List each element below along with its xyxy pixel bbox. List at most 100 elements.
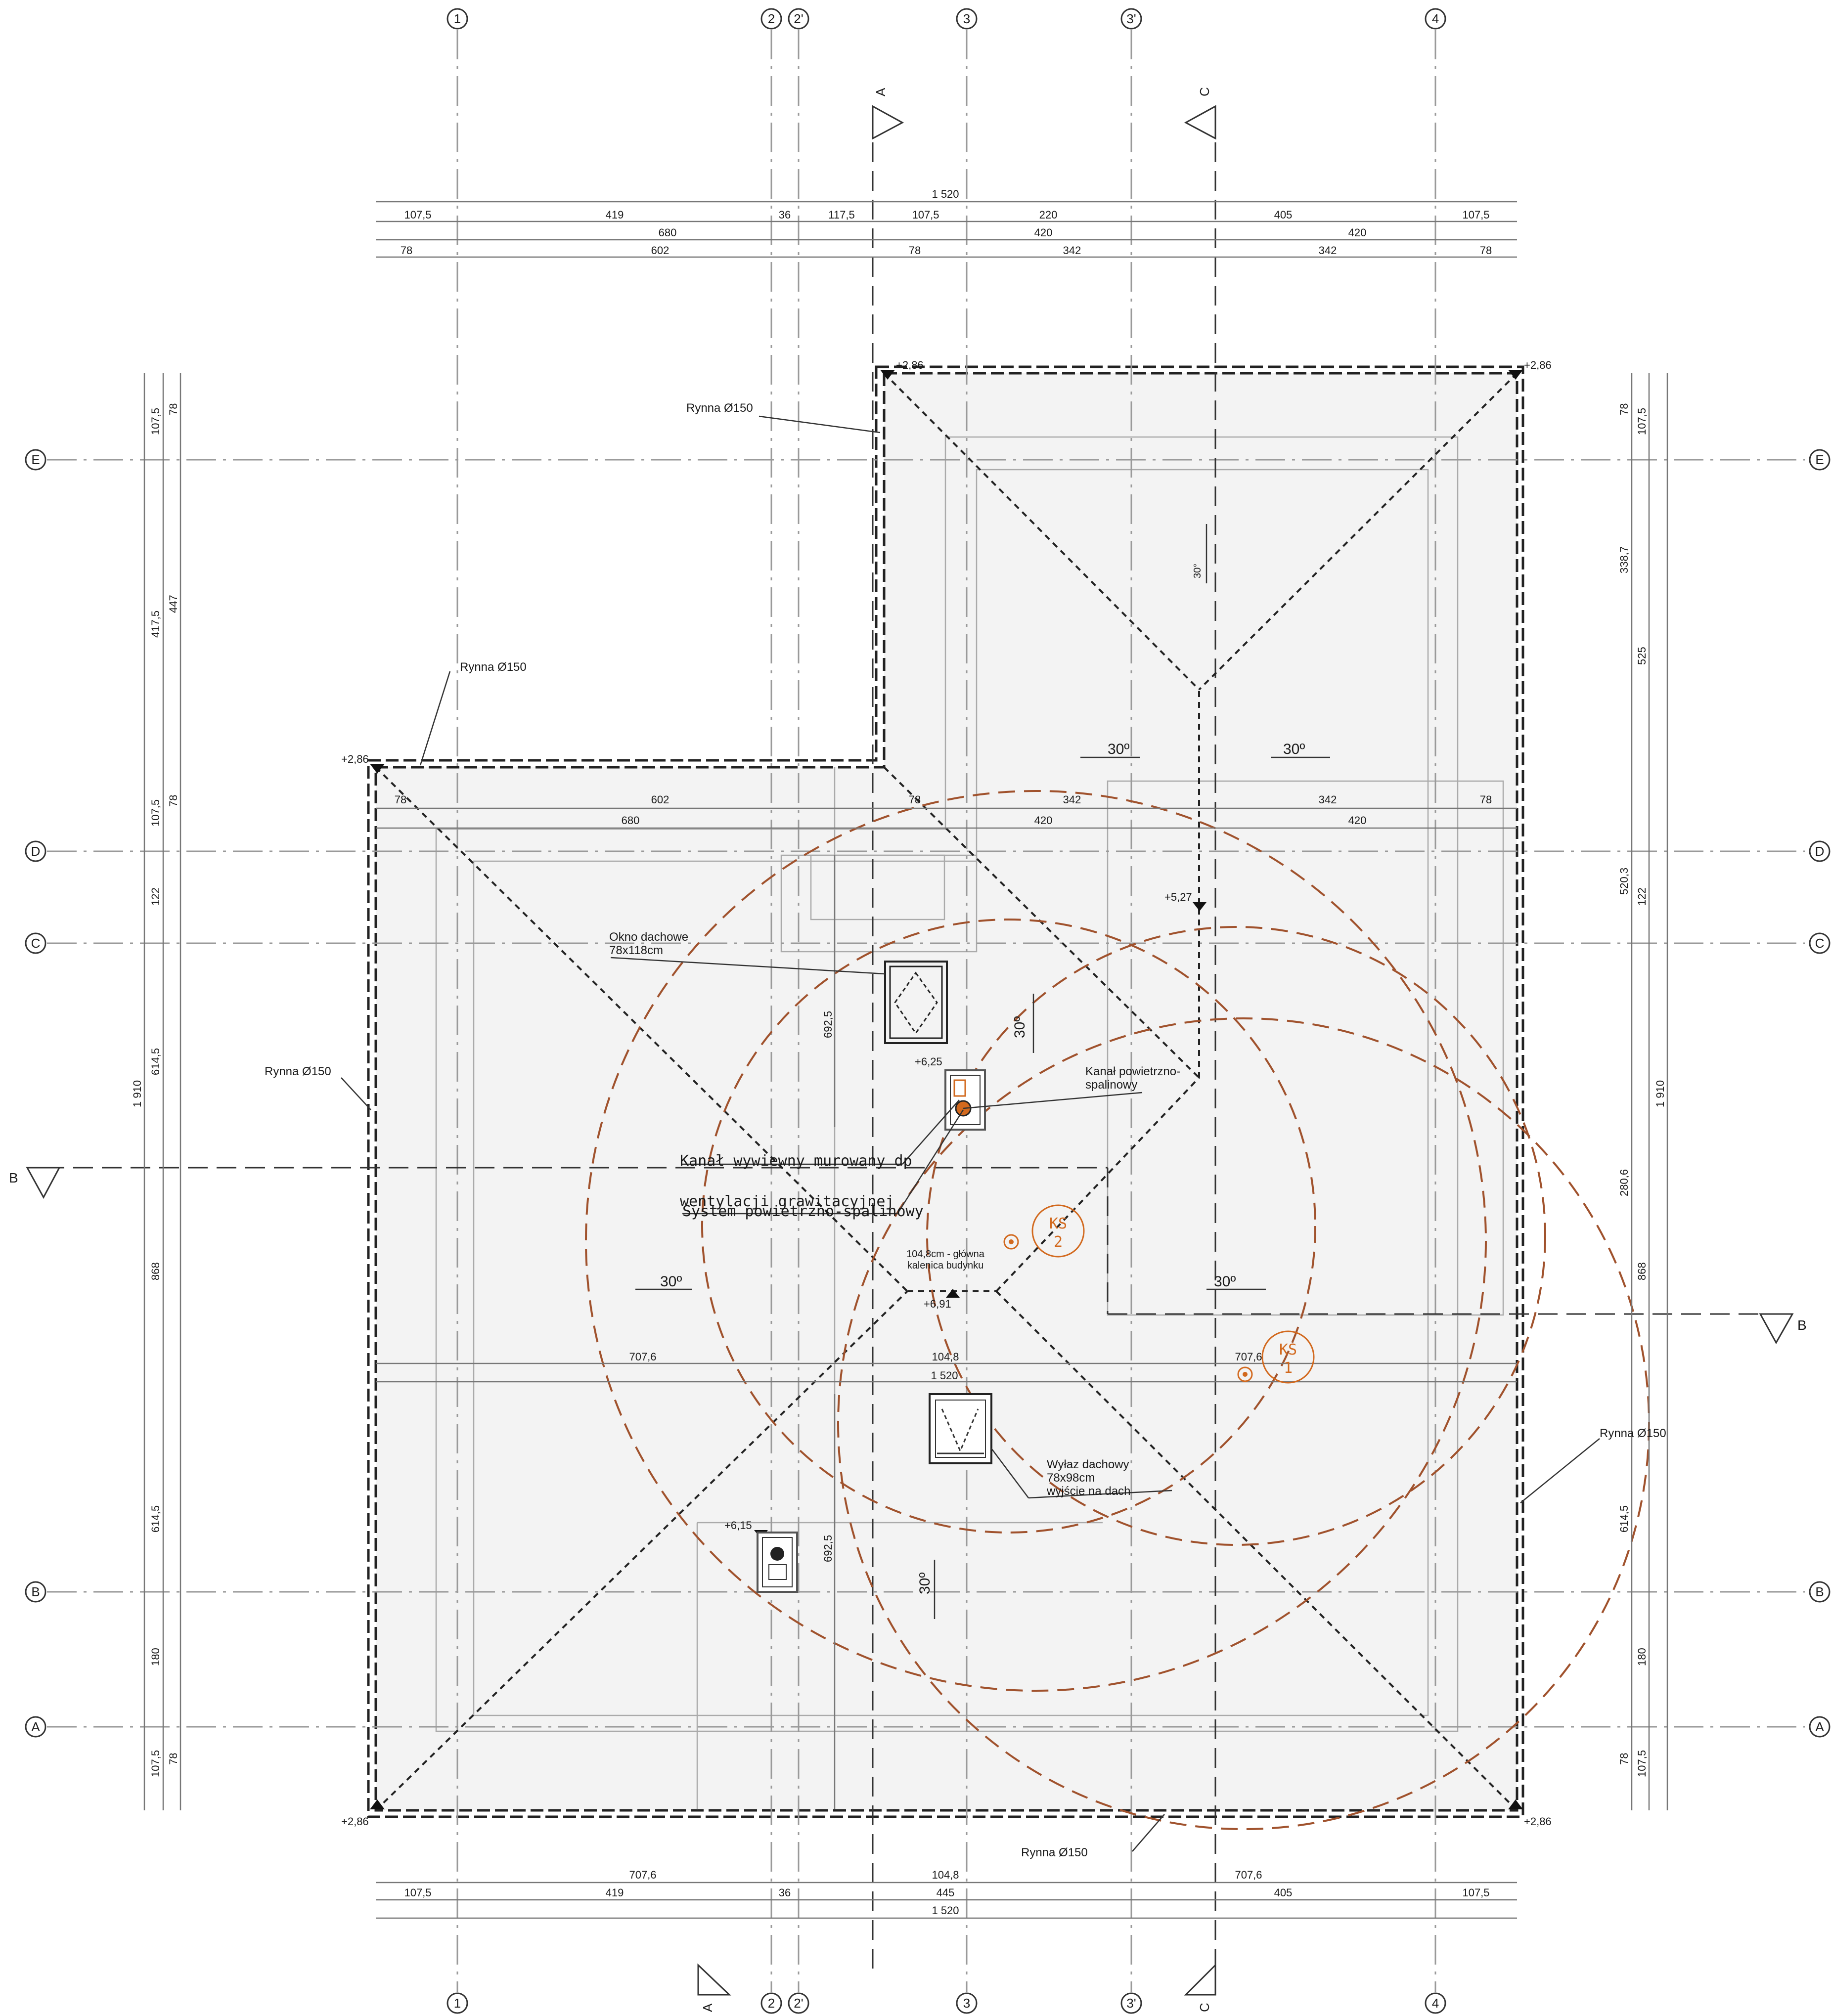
- axis-bubble-4-top: 4: [1425, 8, 1446, 30]
- axis-bubbles: 1 2 2' 3 3' 4 1 2 2' 3 3' 4 E D C B A E …: [25, 8, 1831, 2014]
- top-dim-r1-2: 36: [779, 209, 791, 221]
- ks-marker-2: KS 2: [1003, 1204, 1085, 1258]
- right-inner-1: 78: [1618, 1753, 1630, 1765]
- section-label-b-right: B: [1797, 1317, 1807, 1333]
- section-label-a-bottom: A: [700, 2003, 715, 2012]
- gutter-label-east: Rynna Ø150: [1600, 1427, 1666, 1440]
- axis-bubble-2p-top: 2': [788, 8, 809, 30]
- gutter-labels: Rynna Ø150 Rynna Ø150 Rynna Ø150 Rynna Ø…: [265, 401, 1666, 1859]
- mid-dim-680: 680: [622, 814, 640, 827]
- gutter-label-west-top: Rynna Ø150: [460, 660, 527, 674]
- svg-text:A: A: [1815, 1719, 1824, 1734]
- slope-main-top: 30º: [1012, 1016, 1028, 1038]
- svg-text:B: B: [31, 1584, 40, 1599]
- slope-main-bottom: 30º: [917, 1573, 933, 1594]
- slope-main-left: 30º: [660, 1273, 682, 1290]
- axis-bubble-b-right: B: [1809, 1581, 1831, 1603]
- skylight-label: Okno dachowe: [609, 930, 688, 944]
- svg-text:3': 3': [1126, 11, 1136, 26]
- mid-dim-7076b: 707,6: [1235, 1351, 1262, 1363]
- level-corner-ne: +2,86: [1524, 359, 1552, 371]
- section-label-c-bottom: C: [1197, 2003, 1212, 2012]
- svg-text:A: A: [31, 1719, 40, 1734]
- gutter-label-top: Rynna Ø150: [686, 401, 753, 415]
- gutter-label-bottom: Rynna Ø150: [1021, 1846, 1088, 1859]
- right-inner-0: 78: [1618, 403, 1630, 415]
- bottom-dim-r2-2: 36: [779, 1886, 791, 1899]
- axis-bubble-2-top: 2: [760, 8, 782, 30]
- slope-wing-left: 30º: [1108, 741, 1129, 757]
- mid-dim-342b: 342: [1319, 793, 1337, 806]
- right-outer-6: 868: [1636, 1262, 1648, 1280]
- svg-text:KS: KS: [1279, 1341, 1297, 1359]
- svg-text:2': 2': [794, 1996, 803, 2011]
- top-dim-r1-4: 107,5: [912, 209, 939, 221]
- mid-dim-1048: 104,8: [932, 1351, 959, 1363]
- svg-text:2: 2: [768, 11, 775, 26]
- svg-text:1: 1: [454, 11, 461, 26]
- chimney-2: [757, 1532, 798, 1593]
- axis-bubble-c-left: C: [25, 932, 46, 954]
- hip-lines: [375, 372, 1518, 1811]
- chimney-1: Kanał powietrzno- spalinowy Kanał wywiew…: [680, 1065, 1180, 1220]
- left-dimensions: 1 910 107,5 417,5 107,5 122 614,5 868 61…: [131, 373, 181, 1810]
- svg-text:1: 1: [454, 1996, 461, 2011]
- svg-text:3': 3': [1126, 1996, 1136, 2011]
- top-dim-r2-2: 420: [1348, 226, 1367, 239]
- left-outer-7: 180: [149, 1648, 162, 1666]
- inner-dimensions: 78 602 78 342 342 78 680 420 420 707,6 1…: [376, 793, 1517, 1809]
- level-corner-ne-wing: +2,86: [896, 359, 924, 371]
- slope-indicators: 30º 30º 30° 30º 30º 30º 30º: [635, 524, 1330, 1619]
- bottom-dim-total: 1 520: [932, 1904, 959, 1917]
- axis-bubble-d-left: D: [25, 840, 46, 862]
- axis-bubble-e-right: E: [1809, 449, 1831, 471]
- vent-label-1: Kanał wywiewny murowany dp: [680, 1152, 912, 1170]
- axis-bubble-b-left: B: [25, 1581, 46, 1603]
- top-dim-total: 1 520: [932, 188, 959, 200]
- ridge-note-2: kalenica budynku: [907, 1260, 984, 1271]
- dim-6925-upper: 692,5: [822, 1011, 834, 1038]
- left-outer-4: 614,5: [149, 1048, 162, 1075]
- ridge-note: 104,8cm - główna kalenica budynku: [906, 1249, 985, 1271]
- right-outer-5: 280,6: [1618, 1169, 1630, 1196]
- top-dim-r3-5: 78: [1480, 244, 1492, 257]
- section-marker-a-bottom: [697, 1963, 731, 1996]
- vent-label-3: System powietrzno-spalinowy: [682, 1203, 924, 1220]
- svg-text:C: C: [31, 936, 41, 951]
- level-corner-se: +2,86: [1524, 1815, 1552, 1828]
- top-dim-r1-1: 419: [606, 209, 624, 221]
- axis-bubble-c-right: C: [1809, 932, 1831, 954]
- section-marker-b-right: [1759, 1313, 1794, 1345]
- section-marker-a-top: [872, 105, 904, 140]
- mid-dim-1520: 1 520: [931, 1369, 958, 1382]
- left-outer-8: 107,5: [149, 1750, 162, 1777]
- mid-dim-602: 602: [651, 793, 670, 806]
- bottom-dim-r2-3: 445: [937, 1886, 955, 1899]
- svg-text:E: E: [1815, 452, 1824, 467]
- bottom-dim-r1-0: 707,6: [629, 1869, 656, 1881]
- left-outer-2: 107,5: [149, 799, 162, 827]
- section-label-c-top: C: [1197, 87, 1212, 96]
- left-inner-1: 447: [167, 595, 179, 613]
- right-outer-3: 520,3: [1618, 868, 1630, 895]
- sensor-icon: [1237, 1366, 1253, 1382]
- level-ridge-wing: +5,27: [1164, 891, 1192, 903]
- svg-text:B: B: [1815, 1584, 1824, 1599]
- section-marker-c-top: [1184, 105, 1216, 140]
- mid-dim-420a: 420: [1034, 814, 1053, 827]
- top-dim-r2-1: 420: [1034, 226, 1053, 239]
- axis-bubble-e-left: E: [25, 449, 46, 471]
- right-outer-1: 338,7: [1618, 546, 1630, 573]
- top-dim-r1-6: 405: [1274, 209, 1293, 221]
- mid-dim-78c: 78: [1480, 793, 1492, 806]
- sensor-icon: [1003, 1234, 1019, 1250]
- axis-bubble-d-right: D: [1809, 840, 1831, 862]
- left-outer-5: 868: [149, 1262, 162, 1280]
- left-outer-6: 614,5: [149, 1505, 162, 1533]
- axis-bubble-a-right: A: [1809, 1716, 1831, 1738]
- right-outer-9: 107,5: [1636, 1750, 1648, 1777]
- flue-label-2: spalinowy: [1085, 1078, 1137, 1092]
- svg-text:3: 3: [963, 11, 970, 26]
- axis-bubble-2p-bottom: 2': [788, 1992, 809, 2014]
